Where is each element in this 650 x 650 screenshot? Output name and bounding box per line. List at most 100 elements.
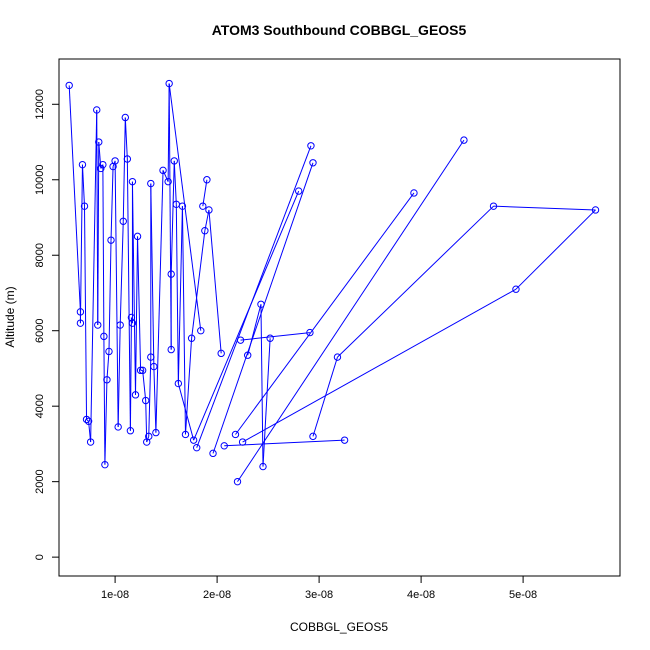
series-segment <box>137 236 142 371</box>
series-segment <box>148 357 152 437</box>
series-segment <box>173 160 177 205</box>
y-axis: 0 2000 4000 6000 8000 10000 12000 <box>34 89 60 560</box>
series-segment <box>114 160 119 427</box>
series-segment <box>102 164 105 337</box>
series-segment <box>142 370 147 401</box>
data-point <box>170 157 178 165</box>
data-point <box>131 391 140 399</box>
series-segment <box>79 164 83 324</box>
x-tick-label: 4e-08 <box>407 589 435 601</box>
data-point <box>138 366 147 375</box>
series-segment <box>493 205 596 211</box>
data-point <box>257 300 265 308</box>
data-point <box>340 436 349 444</box>
data-point <box>152 428 160 437</box>
data-point <box>159 166 167 175</box>
series-segment <box>155 170 164 433</box>
data-point <box>217 349 225 358</box>
series-segment <box>106 351 110 380</box>
series-segment <box>103 336 106 465</box>
data-point <box>309 159 317 167</box>
data-point <box>78 160 87 169</box>
data-point <box>128 177 137 186</box>
series-segment <box>196 145 312 448</box>
data-point <box>187 334 196 342</box>
data-point <box>100 332 108 341</box>
data-point <box>116 321 124 329</box>
x-axis-label: COBBGL_GEOS5 <box>290 620 388 634</box>
series-segment <box>237 139 465 482</box>
data-point <box>111 157 119 165</box>
data-point <box>295 187 303 195</box>
data-point <box>145 432 153 441</box>
data-point <box>136 366 145 375</box>
data-point <box>178 202 187 210</box>
data-point <box>142 396 150 405</box>
series-segment <box>202 179 208 207</box>
series-segment <box>212 162 314 454</box>
data-point <box>147 353 155 361</box>
y-tick-label: 2000 <box>34 469 46 493</box>
data-point <box>203 176 211 184</box>
data-point <box>93 106 101 114</box>
data-point <box>147 179 155 188</box>
data-point <box>114 423 122 431</box>
data-point <box>76 319 85 327</box>
series-segment <box>119 221 124 326</box>
data-point <box>238 438 247 446</box>
x-tick-label: 5e-08 <box>509 589 537 601</box>
data-point <box>266 334 274 342</box>
series-segment <box>110 166 114 241</box>
series-segment <box>97 142 100 326</box>
data-point <box>460 136 468 144</box>
series-segment <box>117 325 121 427</box>
data-point <box>80 202 89 210</box>
series-segment <box>177 206 183 384</box>
data-point <box>306 328 314 337</box>
data-point <box>410 189 418 197</box>
y-tick-label: 12000 <box>34 89 46 120</box>
data-point <box>231 430 240 439</box>
series-segment <box>242 288 517 443</box>
data-point <box>97 164 105 173</box>
series-segment <box>81 164 85 207</box>
data-point <box>99 160 107 169</box>
chart-title: ATOM3 Southbound COBBGL_GEOS5 <box>212 22 467 38</box>
y-tick-label: 10000 <box>34 164 46 195</box>
data-point <box>95 138 103 146</box>
series-segment <box>84 206 88 420</box>
y-tick-label: 0 <box>34 554 46 560</box>
data-point <box>105 347 113 356</box>
series-segment <box>145 400 148 443</box>
data-point <box>512 285 520 293</box>
data-point <box>107 236 115 244</box>
x-tick-label: 2e-08 <box>203 589 231 601</box>
series-segment <box>177 383 195 441</box>
series-segment <box>131 181 136 395</box>
data-point <box>333 353 342 361</box>
data-point <box>150 362 158 371</box>
series-segment <box>124 117 128 160</box>
series-segment <box>135 236 139 395</box>
data-point <box>164 177 172 186</box>
series-segment <box>153 366 157 433</box>
series-segment <box>235 192 415 435</box>
data-point <box>236 336 245 344</box>
series-segment <box>68 85 81 312</box>
series-segment <box>129 317 132 431</box>
data-point <box>101 460 109 469</box>
series-segment <box>150 183 155 367</box>
data-point <box>121 113 130 122</box>
data-point <box>128 319 137 327</box>
series-segment <box>104 379 108 465</box>
data-point <box>165 79 173 88</box>
data-point <box>591 206 600 214</box>
data-point <box>197 327 205 335</box>
series-segment <box>126 158 131 431</box>
data-point <box>174 379 183 388</box>
y-tick-label: 6000 <box>34 318 46 342</box>
data-point <box>181 430 190 439</box>
series-segment <box>515 209 596 290</box>
data-point <box>489 202 498 210</box>
